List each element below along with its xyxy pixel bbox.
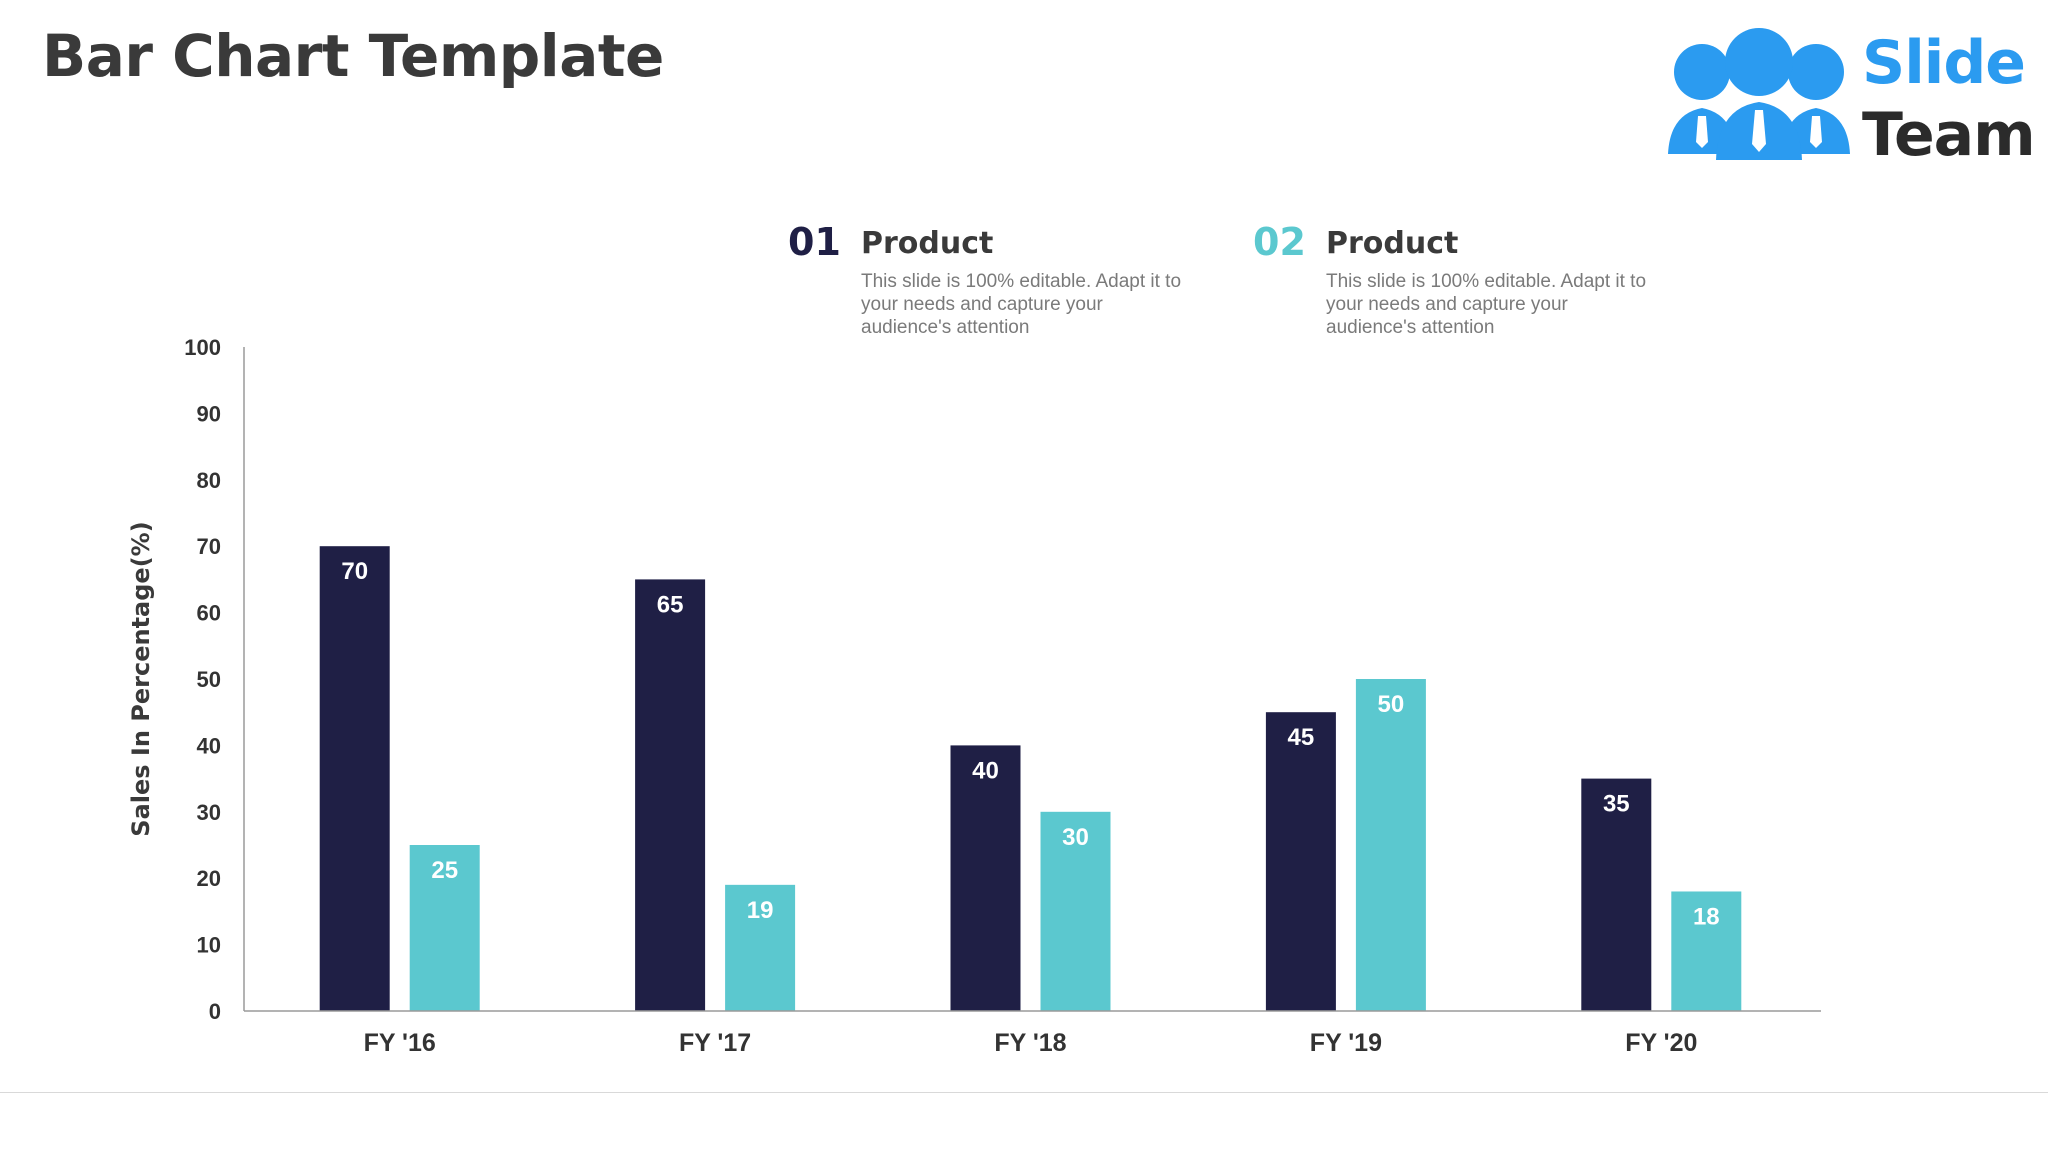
bar-series-2 <box>1040 811 1111 1011</box>
bar-series-2 <box>409 845 480 1011</box>
legend-label-1: Product <box>861 226 994 261</box>
team-people-icon <box>1668 28 1850 160</box>
bar-series-1 <box>950 745 1021 1011</box>
y-tick-label: 50 <box>197 667 221 692</box>
x-axis-ticks: FY '16 FY '17 FY '18 FY '19 FY '20 <box>364 1029 1698 1057</box>
bars: 70 25 65 19 40 30 45 50 35 18 <box>319 546 1742 1011</box>
y-axis-label: Sales In Percentage(%) <box>127 521 155 836</box>
y-tick-label: 40 <box>197 733 221 758</box>
logo-word-slide: Slide <box>1862 28 2026 98</box>
bar-series-1 <box>319 546 390 1011</box>
bar-value-label: 30 <box>1062 824 1089 851</box>
y-tick-label: 80 <box>197 468 221 493</box>
bar-value-label: 40 <box>972 757 999 784</box>
legend-number-2: 02 <box>1253 220 1306 264</box>
y-tick-label: 20 <box>197 866 221 891</box>
bar-value-label: 19 <box>747 897 774 924</box>
y-tick-label: 30 <box>197 800 221 825</box>
x-tick-label: FY '16 <box>364 1029 436 1057</box>
y-tick-label: 60 <box>197 601 221 626</box>
bar-series-1 <box>635 579 706 1011</box>
logo-word-team: Team <box>1862 100 2036 170</box>
bar-series-2 <box>1671 891 1742 1011</box>
y-axis-ticks: 0 10 20 30 40 50 60 70 80 90 100 <box>184 335 221 1024</box>
y-tick-label: 90 <box>197 401 221 426</box>
y-tick-label: 0 <box>209 999 221 1024</box>
footer-divider <box>0 1092 2048 1093</box>
bar-series-2 <box>725 884 796 1011</box>
x-tick-label: FY '18 <box>994 1029 1066 1057</box>
bar-value-label: 35 <box>1603 791 1630 818</box>
y-tick-label: 100 <box>184 335 221 360</box>
legend-number-1: 01 <box>788 220 841 264</box>
bar-value-label: 45 <box>1288 724 1315 751</box>
x-tick-label: FY '20 <box>1625 1029 1697 1057</box>
bar-series-1 <box>1581 778 1652 1011</box>
bar-series-1 <box>1265 712 1336 1011</box>
slide-title: Bar Chart Template <box>42 22 664 90</box>
y-tick-label: 70 <box>197 534 221 559</box>
x-tick-label: FY '17 <box>679 1029 751 1057</box>
legend-description-1: This slide is 100% editable. Adapt it to… <box>861 271 1182 338</box>
y-tick-label: 10 <box>197 933 221 958</box>
legend-description-2: This slide is 100% editable. Adapt it to… <box>1326 271 1647 338</box>
x-tick-label: FY '19 <box>1310 1029 1382 1057</box>
bar-value-label: 50 <box>1378 691 1405 718</box>
legend-label-2: Product <box>1326 226 1459 261</box>
bar-series-2 <box>1355 679 1426 1011</box>
bar-value-label: 70 <box>341 558 368 585</box>
bar-value-label: 25 <box>431 857 458 884</box>
bar-value-label: 65 <box>657 591 684 618</box>
bar-value-label: 18 <box>1693 903 1720 930</box>
